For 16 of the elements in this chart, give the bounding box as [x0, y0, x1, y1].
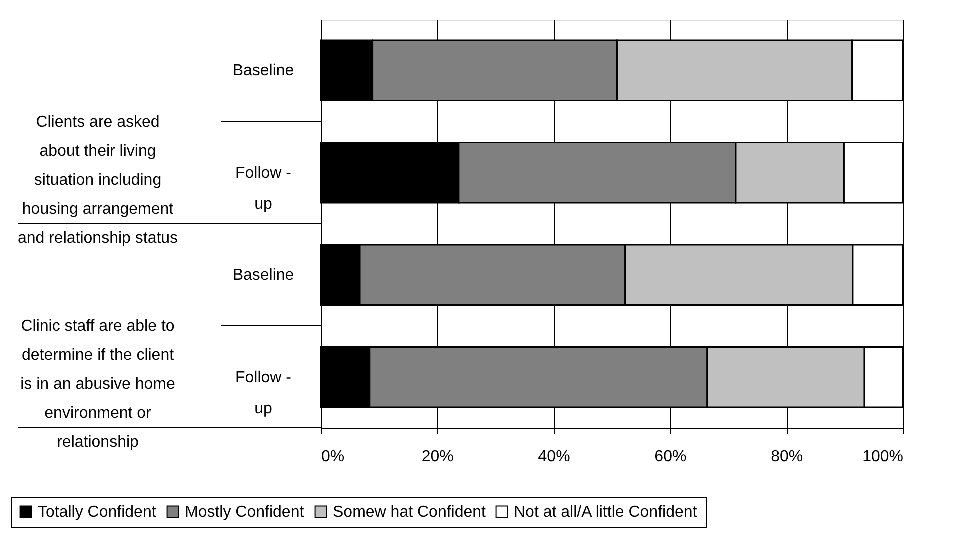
y-tick-label: Follow - up [235, 164, 292, 213]
x-tick-label: 20% [422, 448, 454, 466]
legend-label: Totally Confident [38, 504, 157, 521]
text: Clinic staff are able to determine if the client is in an abusive home environment or relationship [20, 318, 176, 451]
y-tick-label: Baseline [232, 62, 294, 80]
x-tick-label: 60% [654, 448, 687, 466]
x-tick-label: 80% [771, 448, 804, 466]
y-tick-label: Follow - up [235, 369, 292, 418]
y-tick-label: Baseline [232, 267, 294, 284]
legend-label: Mostly Confident [185, 504, 305, 521]
x-tick-label: 100% [862, 448, 904, 466]
x-tick-label: 40% [538, 448, 570, 466]
text: Clients are asked about their living situation including housing arrangement and relationship status [18, 114, 178, 247]
x-tick-label: 0% [322, 448, 345, 466]
legend-label: Somew hat Confident [333, 504, 487, 521]
legend-label: Not at all/A little Confident [514, 504, 698, 521]
